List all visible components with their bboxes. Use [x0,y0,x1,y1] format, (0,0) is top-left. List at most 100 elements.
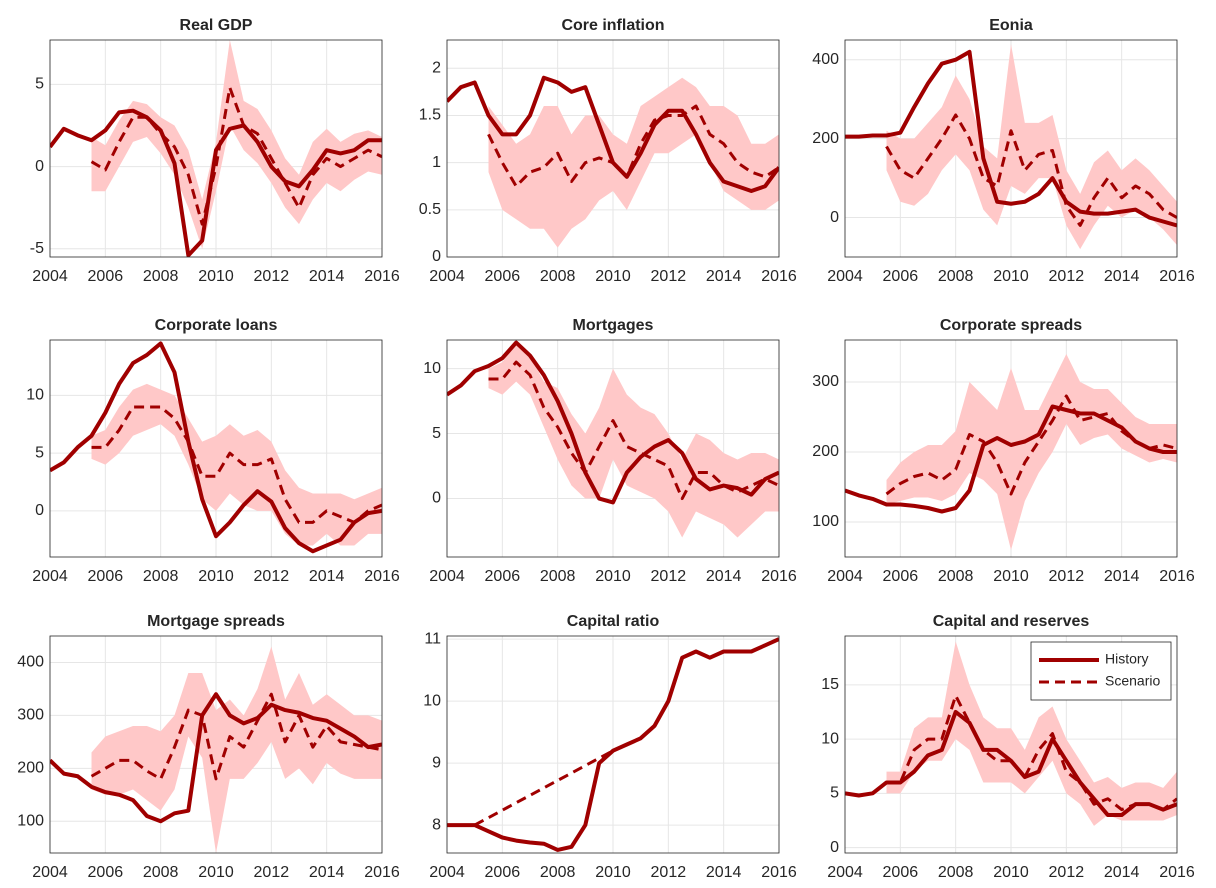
axes-box [844,339,1178,558]
x-tick-label: 2012 [254,268,290,285]
series-line [473,637,779,827]
x-tick-label: 2006 [88,864,124,881]
x-tick-label: 2006 [88,268,124,285]
x-tick-label: 2016 [364,864,400,881]
x-tick-label: 2012 [1049,864,1085,881]
x-tick-label: 2008 [540,864,576,881]
x-tick-label: 2010 [198,268,234,285]
band [886,43,1177,250]
y-tick-label: 100 [17,812,44,829]
x-tick-label: 2014 [309,864,345,881]
y-tick-label: 300 [17,707,44,724]
x-tick-label: 2014 [1104,568,1140,585]
x-tick-label: 2012 [651,864,687,881]
x-tick-label: 2008 [143,568,179,585]
x-tick-label: 2006 [883,568,919,585]
x-tick-label: 2016 [364,268,400,285]
legend-label: Scenario [1105,673,1160,689]
x-tick-label: 2008 [938,568,974,585]
y-tick-label: 5 [432,425,441,442]
x-tick-label: 2010 [595,568,631,585]
y-tick-label: 5 [35,76,44,93]
y-tick-label: 1.5 [419,107,441,124]
x-tick-label: 2014 [309,268,345,285]
series-line [885,394,1177,496]
chart-title: Real GDP [180,17,253,34]
series-line [50,692,382,824]
x-tick-label: 2010 [198,864,234,881]
x-tick-label: 2008 [938,268,974,285]
x-tick-label: 2006 [883,268,919,285]
chart-title: Corporate spreads [940,317,1082,334]
y-tick-label: 10 [821,730,839,747]
y-tick-label: 1 [432,154,441,171]
x-tick-label: 2014 [706,864,742,881]
y-tick-label: 200 [17,760,44,777]
axes-box [446,39,780,258]
x-tick-label: 2012 [1049,268,1085,285]
chart-title: Core inflation [561,17,664,34]
y-tick-label: 200 [812,130,839,147]
panel: 2004 2006 2008 2010 2012 2014 2016 -5 0 5 Real GDP [30,17,400,285]
x-tick-label: 2004 [429,268,465,285]
panel: 2004 2006 2008 2010 2012 2014 2016 0 200 400 Eonia [812,17,1195,285]
panel: 2004 2006 2008 2010 2012 2014 2016 0 5 10 Corporat… [26,317,400,585]
x-tick-label: 2012 [651,268,687,285]
x-tick-label: 2012 [651,568,687,585]
y-tick-label: 9 [432,754,441,771]
axes-box [49,39,383,258]
x-tick-label: 2004 [827,864,863,881]
x-tick-label: 2004 [32,268,68,285]
chart-title: Capital and reserves [933,613,1090,630]
legend-label: History [1105,651,1149,667]
series-line [487,104,779,188]
series-line [90,86,382,226]
series-line [90,692,382,781]
series-line [488,360,779,501]
x-tick-label: 2012 [254,568,290,585]
panel: 2004 2006 2008 2010 2012 2014 2016 100 200 300 Cor… [812,317,1195,585]
x-tick-label: 2016 [761,268,797,285]
x-tick-label: 2008 [540,268,576,285]
legend-box [1030,641,1172,701]
y-tick-label: 8 [432,816,441,833]
plot-content [50,40,382,257]
series-line [845,404,1177,514]
panel: 2004 2006 2008 2010 2012 2014 2016 0 5 10 15 Capita… [821,613,1195,881]
y-tick-label: 0 [35,158,44,175]
y-tick-label: 200 [812,443,839,460]
axes-box [844,39,1178,258]
y-tick-label: 0 [432,490,441,507]
axes-box [49,635,383,854]
plot-content [447,637,779,852]
band [886,641,1177,826]
axes-box [446,635,780,854]
y-tick-label: 100 [812,513,839,530]
series-line [91,405,382,524]
x-tick-label: 2004 [429,864,465,881]
y-tick-label: 0.5 [419,201,441,218]
y-tick-label: 400 [812,51,839,68]
x-tick-label: 2010 [198,568,234,585]
x-tick-label: 2010 [993,864,1029,881]
x-tick-label: 2006 [485,268,521,285]
panel: 2004 2006 2008 2010 2012 2014 2016 8 9 10 11 Capita… [423,613,797,881]
y-tick-label: 10 [26,387,44,404]
band [91,40,382,249]
x-tick-label: 2006 [485,864,521,881]
x-tick-label: 2012 [254,864,290,881]
series-line [50,108,382,257]
series-line [886,694,1177,812]
y-tick-label: 10 [423,692,441,709]
x-tick-label: 2008 [143,268,179,285]
axes-box [49,339,383,558]
chart-title: Capital ratio [567,613,660,630]
y-tick-label: 300 [812,373,839,390]
series-line [885,113,1177,227]
x-tick-label: 2016 [1159,268,1195,285]
plot-content [50,646,382,853]
x-tick-label: 2016 [761,568,797,585]
x-tick-label: 2016 [761,864,797,881]
y-tick-label: 15 [821,676,839,693]
